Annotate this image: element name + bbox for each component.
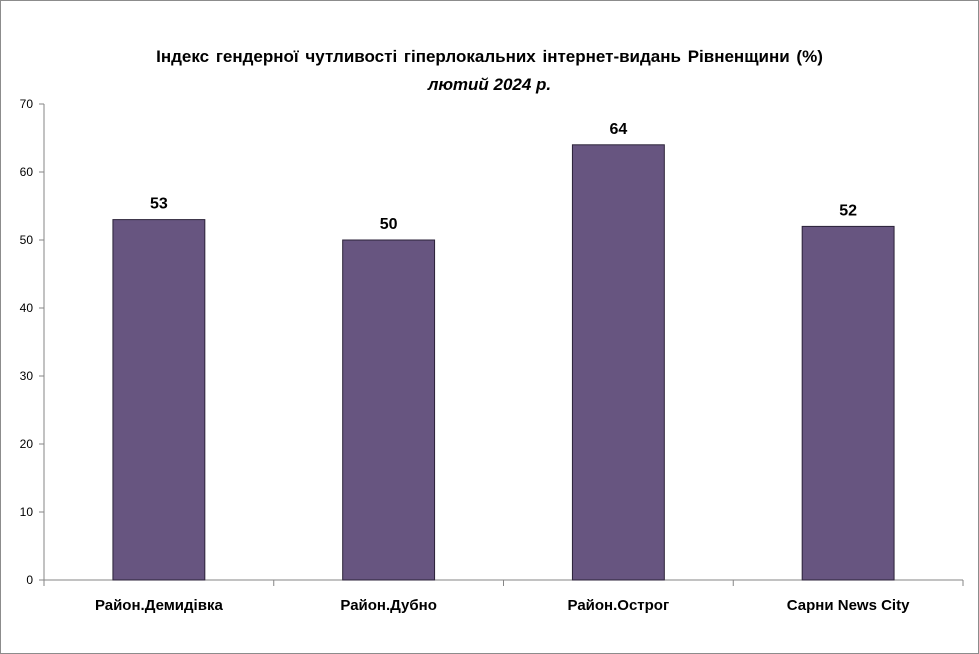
bar xyxy=(571,144,665,581)
bar-value-label: 53 xyxy=(150,196,168,213)
category-labels-group: Район.Демидівка Район.Дубно Район.Острог Са… xyxy=(95,597,910,614)
category-label: Район.Острог xyxy=(568,597,670,614)
data-labels-group: 53 50 64 52 xyxy=(150,121,857,233)
bar xyxy=(801,225,895,581)
x-axis-ticks xyxy=(43,580,964,586)
y-axis-ticks: 0 10 20 30 40 50 60 70 xyxy=(20,97,44,587)
y-tick-label: 30 xyxy=(20,369,34,383)
y-tick-label: 10 xyxy=(20,505,34,519)
y-tick-label: 70 xyxy=(20,97,34,111)
y-tick-label: 20 xyxy=(20,437,34,451)
y-tick-label: 40 xyxy=(20,301,34,315)
bar xyxy=(112,219,206,581)
category-label: Район.Демидівка xyxy=(95,597,224,614)
chart-subtitle: лютий 2024 р. xyxy=(427,75,552,94)
chart-title: Індекс гендерної чутливості гіперлокальн… xyxy=(156,47,823,66)
category-label: Сарни News City xyxy=(787,597,910,614)
category-label: Район.Дубно xyxy=(340,597,436,614)
y-tick-label: 50 xyxy=(20,233,34,247)
bar xyxy=(342,239,436,581)
y-tick-label: 60 xyxy=(20,165,34,179)
bar-value-label: 64 xyxy=(609,121,627,138)
y-tick-label: 0 xyxy=(26,573,33,587)
bars-group xyxy=(112,144,895,581)
bar-value-label: 52 xyxy=(839,202,857,219)
bar-value-label: 50 xyxy=(380,216,398,233)
